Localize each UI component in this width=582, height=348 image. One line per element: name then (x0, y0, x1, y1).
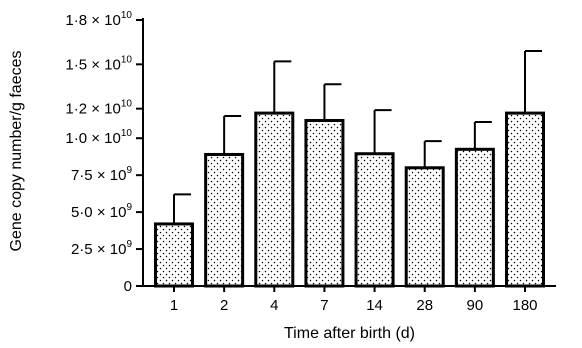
bar-180 (505, 111, 545, 288)
bar-7 (304, 118, 345, 288)
axes-group (142, 18, 556, 287)
y-tick-label: 7·5 × 109 (71, 165, 132, 184)
x-tick-label-4: 4 (270, 297, 278, 314)
y-axis-title: Gene copy number/g faeces (8, 50, 25, 251)
y-tick-label: 5·0 × 109 (71, 202, 132, 221)
y-ticks-group: 0 2·5 × 109 5·0 × 109 7·5 × 109 1·0 × 1010 1·… (65, 10, 143, 295)
x-tick-label-90: 90 (467, 297, 484, 314)
x-axis-title: Time after birth (d) (284, 325, 415, 342)
bar-2 (204, 152, 245, 288)
x-tick-label-7: 7 (320, 297, 328, 314)
bars-group (154, 50, 545, 288)
y-tick-label: 1·8 × 1010 (65, 10, 132, 29)
x-tick-label-14: 14 (366, 297, 383, 314)
x-tick-label-1: 1 (170, 297, 178, 314)
y-tick-label: 2·5 × 109 (71, 239, 132, 258)
bar-90 (454, 147, 495, 288)
x-tick-label-2: 2 (220, 297, 228, 314)
x-tick-label-28: 28 (416, 297, 433, 314)
bar-14 (354, 152, 395, 288)
bar-28 (404, 166, 445, 288)
y-tick-label: 1·0 × 1010 (65, 128, 132, 147)
y-tick-label: 0 (124, 278, 132, 295)
bar-4 (254, 111, 295, 288)
bar-1 (154, 222, 194, 288)
x-ticks-group: 1 2 4 7 14 28 90 180 (170, 286, 538, 314)
y-tick-label: 1·2 × 1010 (65, 99, 132, 118)
y-tick-label: 1·5 × 1010 (65, 54, 132, 73)
x-tick-label-180: 180 (512, 297, 537, 314)
